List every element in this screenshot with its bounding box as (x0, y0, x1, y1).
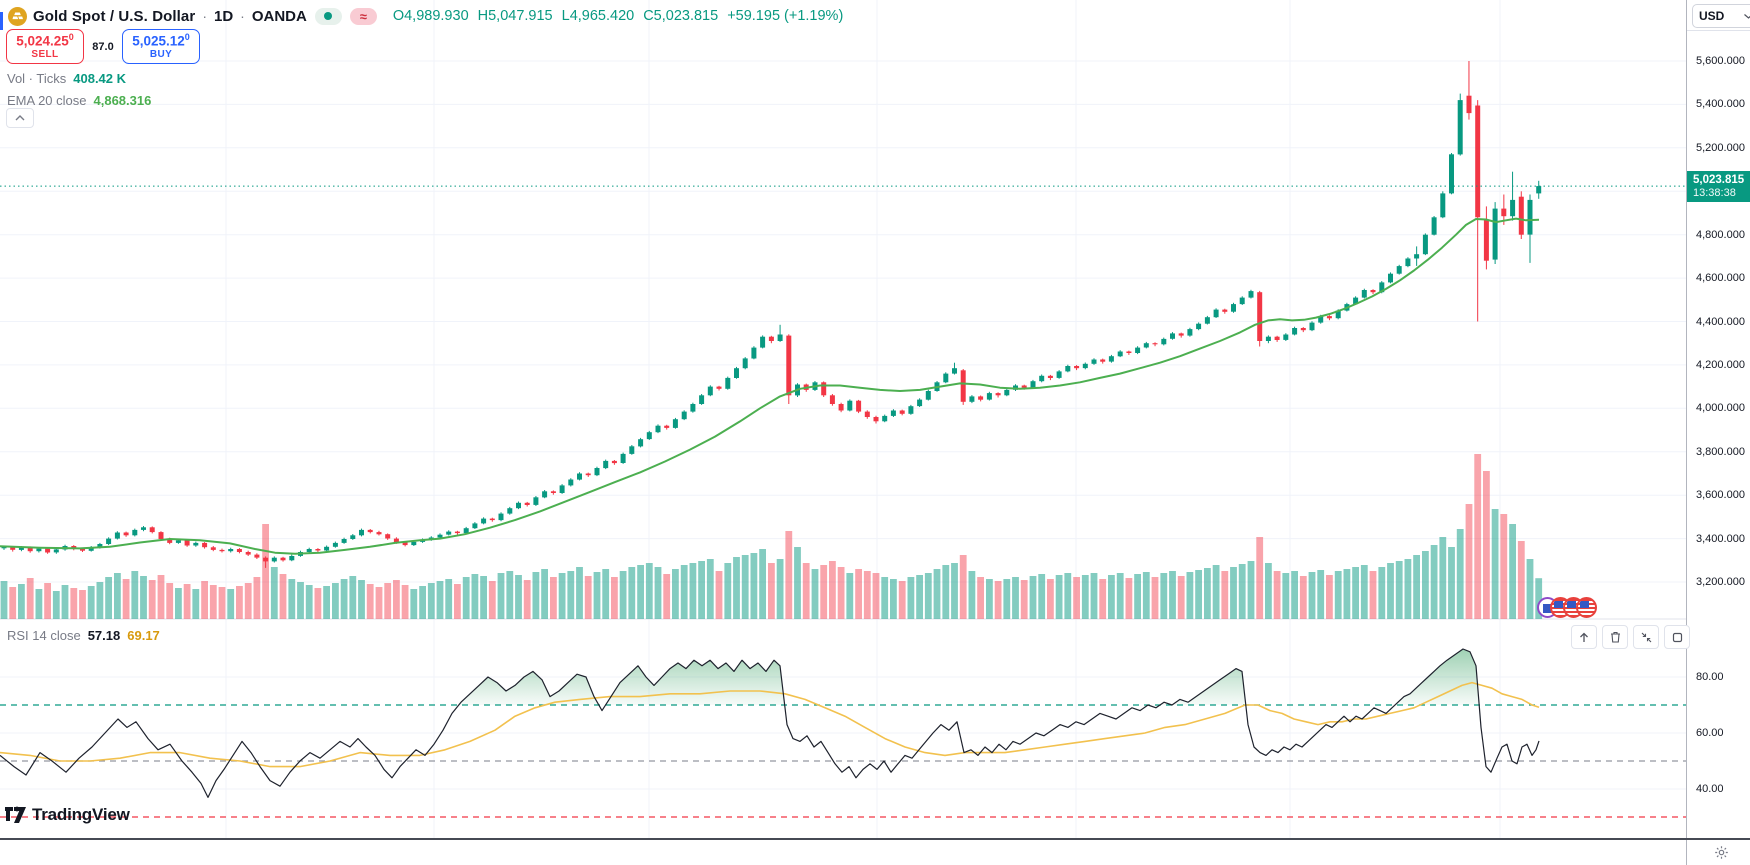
ema-legend[interactable]: EMA 20 close 4,868.316 (7, 93, 152, 108)
buy-label: BUY (149, 48, 173, 60)
spread-value: 87.0 (92, 40, 114, 53)
separator: · (240, 8, 245, 24)
delayed-data-badge[interactable]: ≈ (349, 7, 377, 25)
symbol-header: Gold Spot / U.S. Dollar · 1D · OANDA ≈ O… (0, 4, 843, 28)
high-value: H5,047.915 (477, 8, 553, 24)
price-axis[interactable]: USD 5,600.000 5,400.000 5,200.000 4,800.000… (1686, 0, 1750, 865)
market-open-badge[interactable] (314, 7, 342, 25)
price-axis-label: 5,600.000 (1696, 55, 1745, 67)
open-value: O4,989.930 (392, 8, 469, 24)
price-axis-label: 4,600.000 (1696, 272, 1745, 285)
tradingview-wordmark: TradingView (32, 805, 130, 824)
currency-dropdown[interactable]: USD (1692, 4, 1750, 28)
pane-controls (1571, 625, 1690, 649)
maximize-pane-button[interactable] (1664, 625, 1690, 649)
axis-settings-gear-icon[interactable] (1714, 845, 1729, 863)
exchange-name: OANDA (251, 7, 307, 25)
delete-pane-button[interactable] (1602, 625, 1628, 649)
collapse-legend-button[interactable] (6, 108, 34, 128)
rsi-ma-value: 69.17 (127, 628, 160, 643)
rsi-axis-label: 80.00 (1696, 671, 1724, 683)
price-axis-label: 5,400.000 (1696, 98, 1745, 111)
volume-value: 408.42 K (73, 71, 127, 86)
collapse-pane-button[interactable] (1633, 625, 1659, 649)
axis-divider (1687, 30, 1750, 31)
price-axis-label: 4,800.000 (1696, 228, 1745, 241)
gold-coin-icon (8, 6, 27, 26)
price-axis-label: 3,200.000 (1696, 576, 1745, 588)
market-status-dot-icon (324, 12, 333, 20)
price-axis-label: 5,200.000 (1696, 141, 1745, 154)
price-axis-label: 3,400.000 (1696, 532, 1745, 545)
tradingview-mark-icon (5, 806, 26, 823)
close-value: C5,023.815 (643, 8, 719, 24)
last-price-tag: 5,023.815 13:38:38 (1687, 171, 1750, 202)
price-axis-label: 4,400.000 (1696, 315, 1745, 328)
price-axis-label: 3,600.000 (1696, 489, 1745, 502)
change-value: +59.195 (+1.19%) (727, 8, 844, 24)
time-axis[interactable]: ulAugSepOctNovDec2026Feb (0, 840, 1750, 865)
price-axis-label: 4,000.000 (1696, 402, 1745, 415)
countdown-timer: 13:38:38 (1693, 187, 1736, 199)
order-panel: 5,024.250 SELL 87.0 5,025.120 BUY (6, 29, 200, 64)
sell-button[interactable]: 5,024.250 SELL (6, 29, 84, 64)
tradingview-logo: TradingView (5, 805, 130, 825)
us-flag-icon (1576, 597, 1597, 618)
price-axis-label: 4,200.000 (1696, 358, 1745, 371)
move-pane-up-button[interactable] (1571, 625, 1597, 649)
left-toolbar-edge (0, 12, 3, 30)
price-axis-label: 3,800.000 (1696, 445, 1745, 458)
low-value: L4,965.420 (561, 8, 635, 24)
last-price-value: 5,023.815 (1693, 174, 1745, 186)
rsi-axis-label: 40.00 (1696, 783, 1724, 795)
rsi-value: 57.18 (87, 628, 121, 643)
separator: · (202, 8, 207, 24)
timeframe-selector[interactable]: 1D (213, 7, 234, 25)
time-axis-divider (0, 838, 1750, 840)
symbol-name[interactable]: Gold Spot / U.S. Dollar (33, 7, 196, 25)
sell-label: SELL (31, 48, 59, 60)
rsi-axis-label: 60.00 (1696, 727, 1724, 739)
volume-legend[interactable]: Vol · Ticks 408.42 K (7, 71, 127, 86)
buy-button[interactable]: 5,025.120 BUY (122, 29, 200, 64)
ohlc-readout: O4,989.930 H5,047.915 L4,965.420 C5,023.… (393, 8, 843, 24)
rsi-legend[interactable]: RSI 14 close 57.18 69.17 (7, 628, 160, 643)
ema-value: 4,868.316 (93, 93, 152, 108)
chevron-down-icon (1744, 13, 1750, 19)
